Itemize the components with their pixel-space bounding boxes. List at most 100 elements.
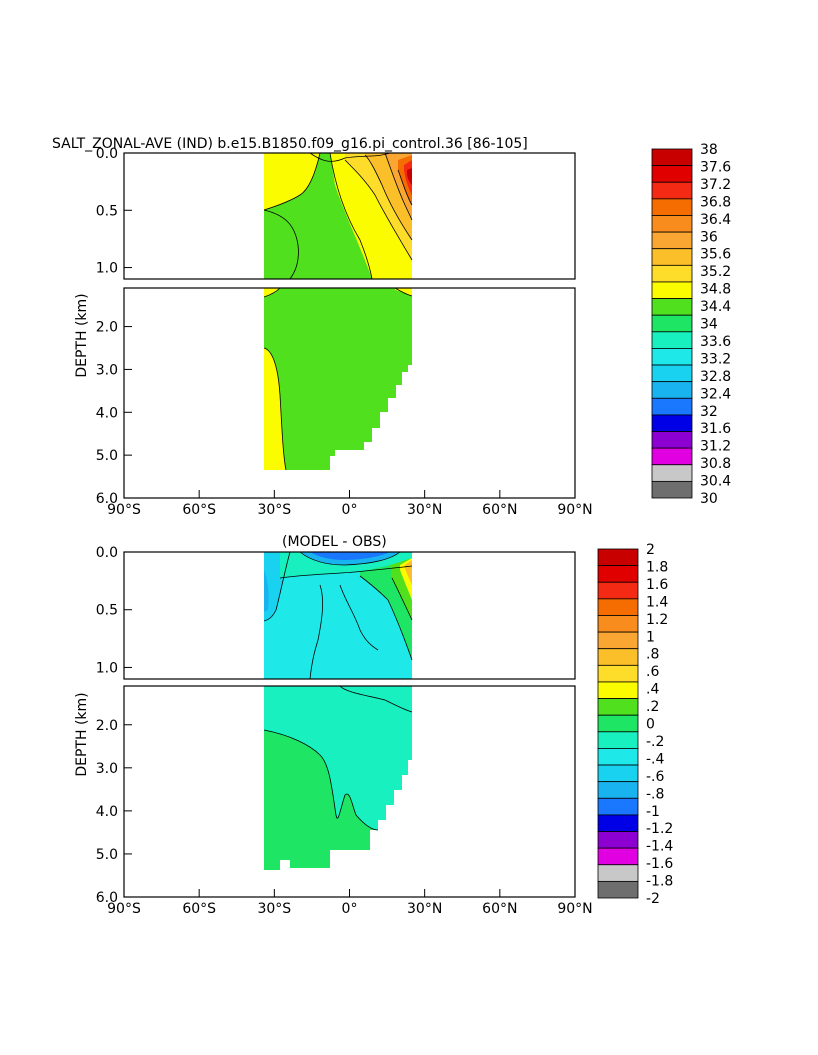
colorbar-swatch [651, 215, 693, 233]
y-axis-label: DEPTH (km) [74, 692, 90, 776]
colorbar-swatch [651, 248, 693, 266]
contour-4 [344, 159, 413, 261]
colorbar-label: 32 [700, 404, 718, 420]
colorbar-swatch [651, 331, 693, 349]
colorbar-swatch [597, 781, 639, 799]
region-red-2 [407, 168, 412, 185]
contour-deep-3 [263, 287, 281, 298]
colorbar-label: 32.4 [700, 386, 731, 402]
colorbar-label: .8 [646, 647, 659, 663]
colorbar-swatch [597, 565, 639, 583]
contour-d7 [391, 577, 413, 621]
contour-d1 [263, 551, 291, 622]
upper-field [263, 152, 413, 280]
y-tick-label: 2.0 [96, 718, 118, 734]
x-tick-label: 90°S [107, 502, 141, 518]
colorbar-swatch [597, 581, 639, 600]
colorbar-swatch [651, 198, 693, 216]
colorbar-label: 1.2 [646, 612, 668, 628]
contour-d3 [299, 551, 401, 566]
colorbar-label: -1.8 [646, 874, 673, 890]
contour-deep-2 [394, 287, 413, 297]
colorbar-swatch [597, 814, 639, 832]
y-tick-label: 0.0 [96, 545, 118, 561]
colorbar-swatch [597, 831, 639, 849]
frame-upper [123, 152, 576, 280]
x-tick-label: 60°S [182, 502, 216, 518]
y-tick-label: 0.0 [96, 146, 118, 162]
contour-d2 [279, 565, 413, 579]
colorbar-label: 34.8 [700, 282, 731, 298]
colorbar-label: 34 [700, 317, 718, 333]
colorbar-label: .6 [646, 664, 659, 680]
region-green-west [264, 210, 299, 279]
colorbar-swatch [651, 431, 693, 449]
colorbar-label: 36 [700, 229, 718, 245]
contour-6 [384, 152, 413, 221]
x-tick-label: 60°N [482, 901, 517, 917]
colorbar-label: 34.4 [700, 299, 731, 315]
y-tick-label: 5.0 [96, 448, 118, 464]
colorbar-label: 38 [700, 142, 718, 158]
colorbar-label: 31.2 [700, 439, 731, 455]
colorbar-label: -.2 [646, 734, 664, 750]
y-tick-label: 3.0 [96, 362, 118, 378]
colorbar-swatch [597, 764, 639, 783]
colorbar-swatch [651, 364, 693, 383]
axes-difference: 90°S 60°S 30°S 0° 30°N 60°N 90°N 0.0 0.5 1.0 2.0 3.… [74, 545, 593, 917]
colorbar-swatch [597, 864, 639, 882]
contour-5 [364, 154, 413, 241]
colorbar-label: -1.2 [646, 821, 673, 837]
x-tick-label: 90°S [107, 901, 141, 917]
field-base-lower [264, 288, 412, 470]
colorbar-label: .4 [646, 682, 659, 698]
colorbar-swatch [597, 847, 639, 866]
colorbar-swatch [597, 631, 639, 650]
contour-d6 [359, 575, 413, 661]
colorbar-swatch [651, 298, 693, 316]
colorbar-label: 32.8 [700, 369, 731, 385]
lower-field-diff [263, 685, 413, 870]
region-surface-fresh-2 [310, 552, 390, 560]
colorbar-salinity: 3837.637.236.836.43635.635.234.834.43433… [651, 142, 731, 507]
region-deep-pos [264, 730, 378, 870]
colorbar-swatch [597, 698, 639, 716]
x-tick-label: 90°N [557, 502, 592, 518]
colorbar-label: 35.6 [700, 247, 731, 263]
colorbar-swatch [597, 615, 639, 633]
colorbar-swatch [651, 464, 693, 482]
colorbar-swatch [597, 598, 639, 616]
x-tick-label: 0° [342, 502, 358, 518]
x-tick-label: 30°N [407, 901, 442, 917]
panel-difference: (MODEL - OBS) 90 [74, 534, 673, 917]
colorbar-swatch [651, 231, 693, 250]
chart-title: SALT_ZONAL-AVE (IND) b.e15.B1850.f09_g16… [52, 136, 528, 152]
colorbar-swatch [597, 748, 639, 766]
colorbar-label: 36.8 [700, 194, 731, 210]
contour-d4 [309, 584, 324, 680]
colorbar-label: 33.2 [700, 351, 731, 367]
contour-deep-d1 [263, 729, 379, 831]
panel-salinity: SALT_ZONAL-AVE (IND) b.e15.B1850.f09_g16… [52, 136, 731, 518]
y-tick-label: 6.0 [96, 890, 118, 906]
contour-2 [263, 209, 299, 280]
colorbar-label: -.8 [646, 786, 664, 802]
colorbar-label: 0 [646, 717, 655, 733]
y-tick-label: 4.0 [96, 405, 118, 421]
y-axis-label: DEPTH (km) [74, 293, 90, 377]
contour-surface [309, 152, 391, 162]
axes-salinity: 90°S 60°S 30°S 0° 30°N 60°N 90°N 0.0 0.5 1.0 2.0 3.… [74, 146, 593, 518]
colorbar-swatch [597, 880, 639, 899]
x-tick-label: 30°N [407, 502, 442, 518]
colorbar-swatch [651, 397, 693, 416]
lower-field [263, 287, 413, 471]
colorbar-swatch [597, 548, 639, 567]
y-tick-label: 3.0 [96, 761, 118, 777]
colorbar-label: 2 [646, 542, 655, 558]
colorbar-label: 1.4 [646, 594, 668, 610]
colorbar-label: 30.4 [700, 474, 731, 490]
y-tick-label: 5.0 [96, 847, 118, 863]
colorbar-label: -1.6 [646, 856, 673, 872]
colorbar-label: -1.4 [646, 839, 673, 855]
